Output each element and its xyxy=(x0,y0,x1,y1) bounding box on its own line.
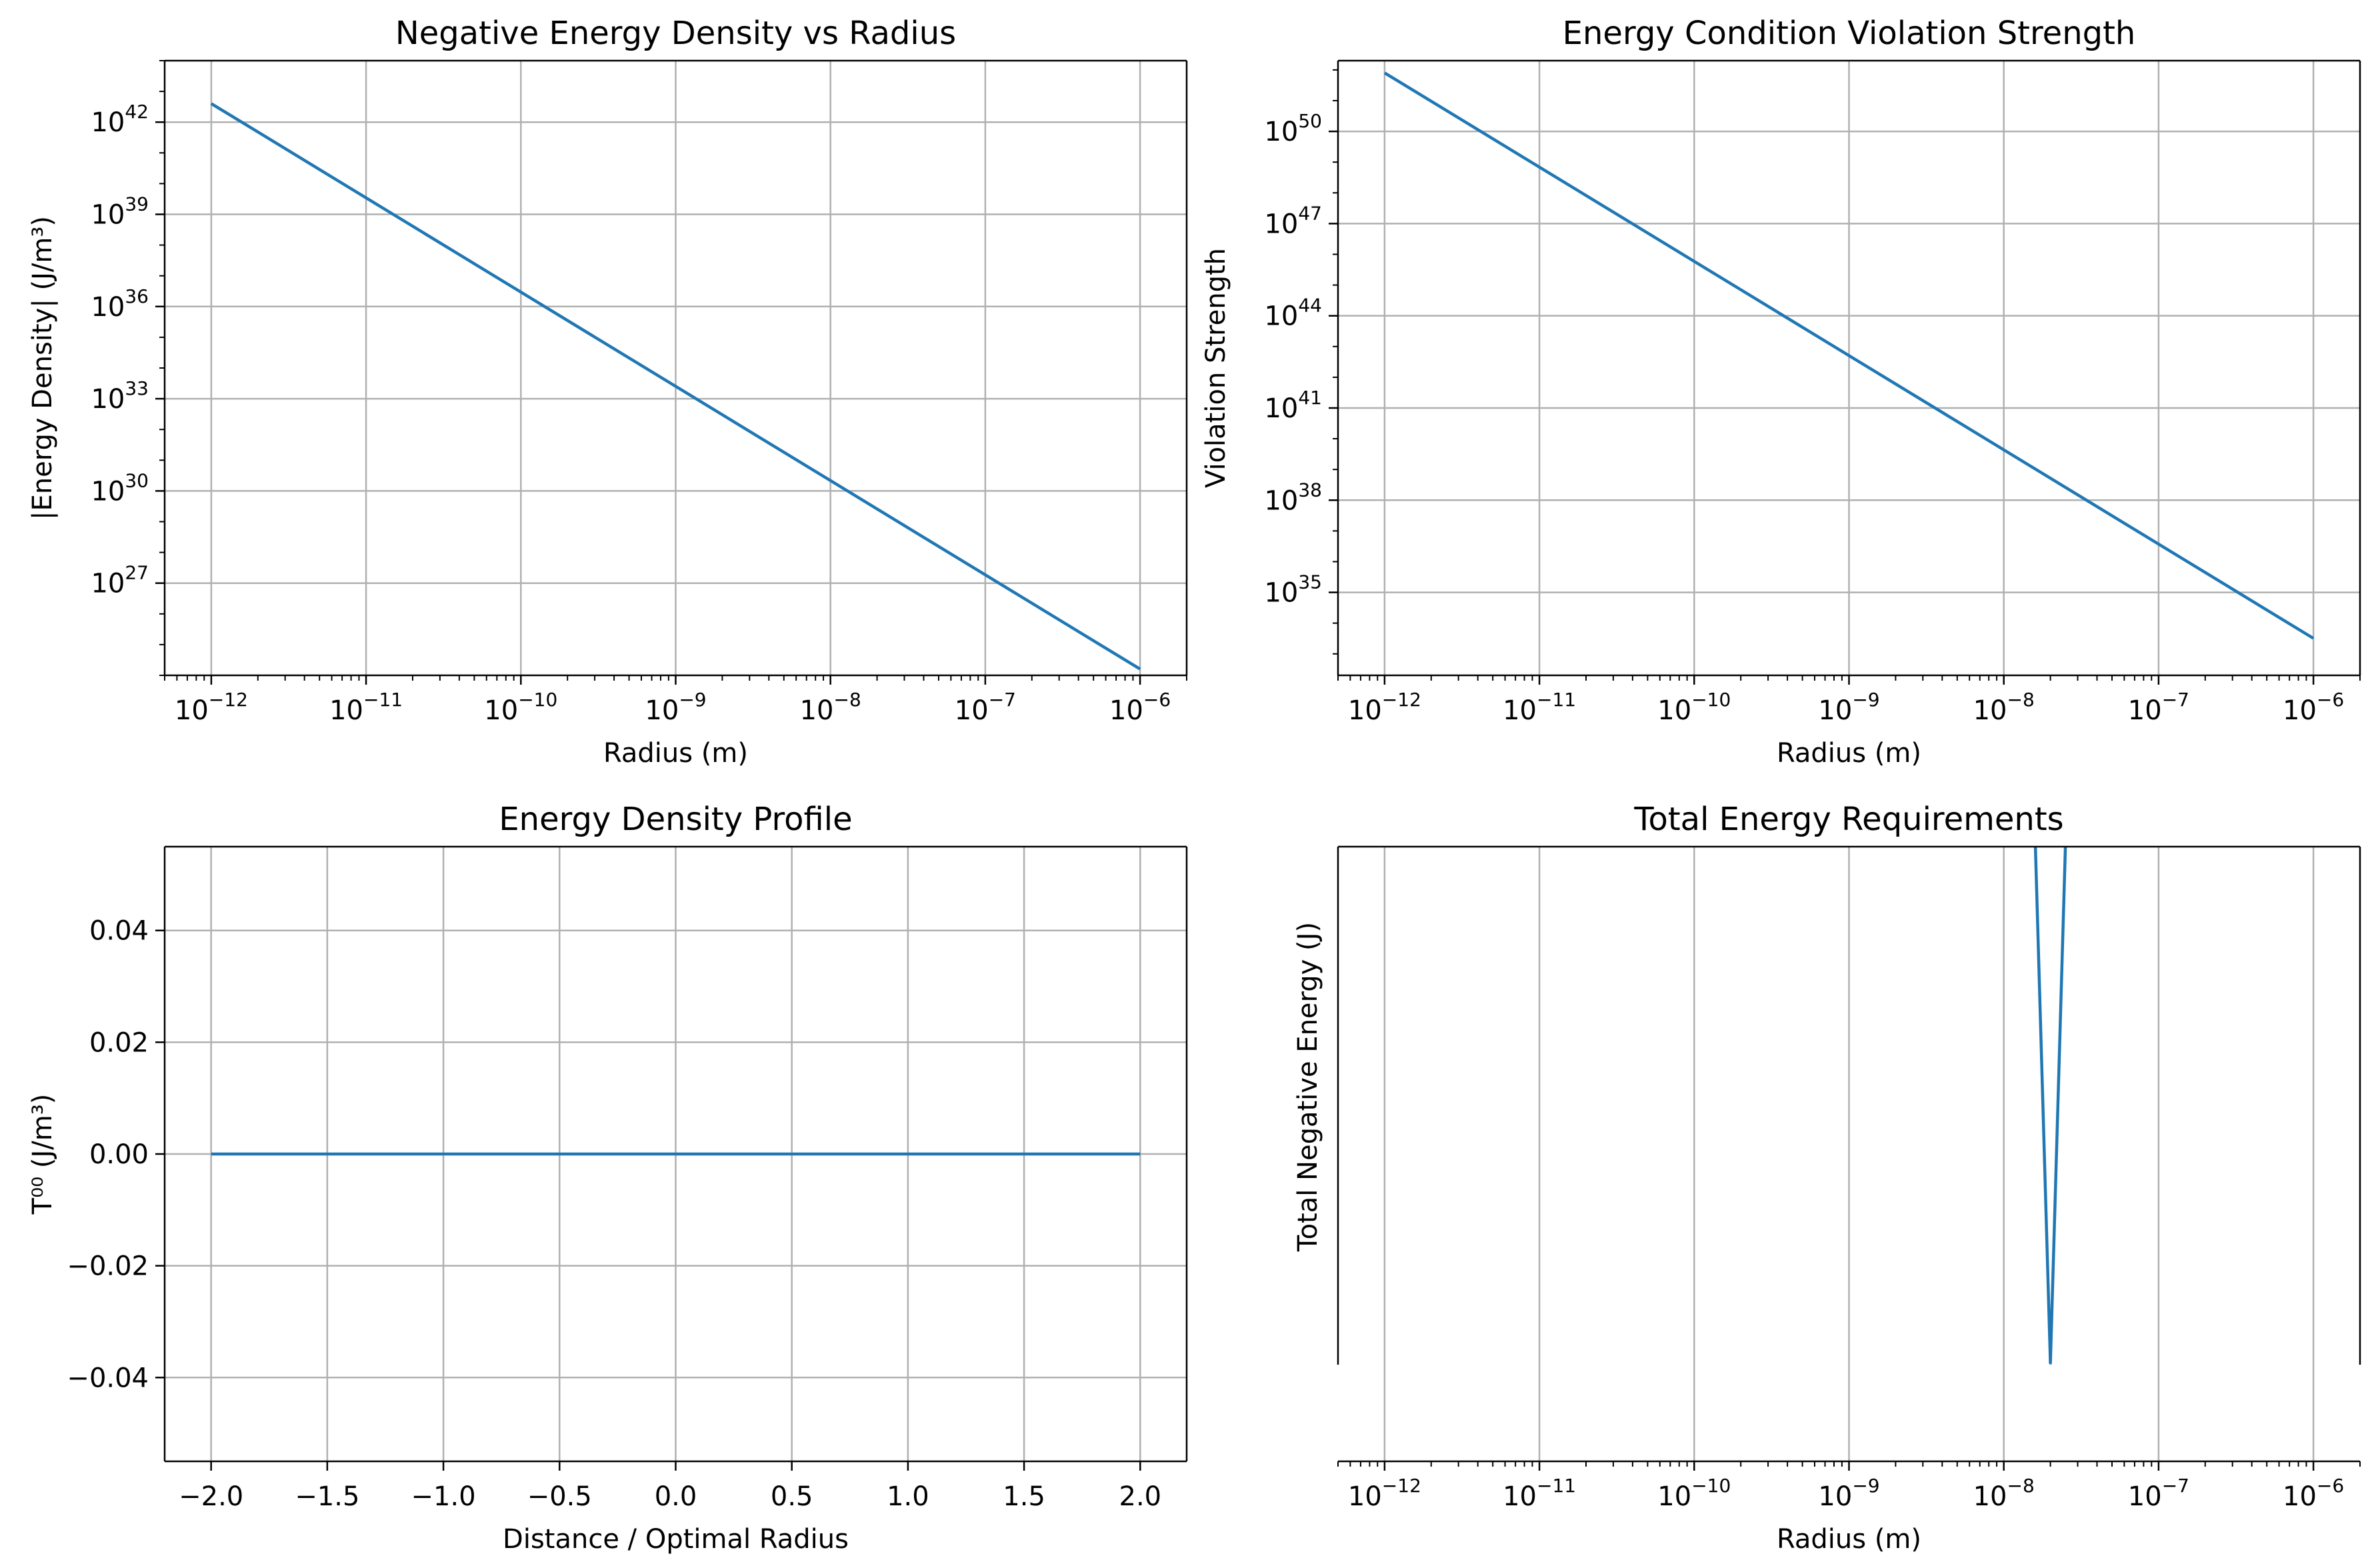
x-tick-label: 10−8 xyxy=(1973,1475,2035,1512)
x-tick-label: 1.5 xyxy=(1003,1481,1045,1512)
x-tick-label: 10−10 xyxy=(1657,689,1731,726)
y-tick-label: 0.00 xyxy=(89,1139,149,1170)
y-tick-label: 1027 xyxy=(91,562,149,599)
subplot-3: −2.0 −1.5 −1.0 −0.5 0.0 0.5 1.0 1.5 2.0 −0.04 −0.0… xyxy=(27,801,1188,1555)
y-tick-label: 1036 xyxy=(91,285,149,323)
x-tick-label: 10−8 xyxy=(1973,689,2035,726)
y-axis-label: Violation Strength xyxy=(1201,248,1231,488)
y-axis-label: Total Negative Energy (J) xyxy=(1293,922,1323,1252)
x-tick-label: 10−10 xyxy=(1657,1475,1731,1512)
x-tick-label: 10−6 xyxy=(2283,1475,2344,1512)
chart-title: Negative Energy Density vs Radius xyxy=(395,15,956,52)
x-tick-label: 10−9 xyxy=(1818,689,1879,726)
y-tick-label: 1035 xyxy=(1264,571,1322,609)
x-tick-label: 10−6 xyxy=(1109,689,1171,726)
x-tick-label: −2.0 xyxy=(179,1481,243,1512)
y-tick-label: 1033 xyxy=(91,377,149,415)
x-tick-label: 10−11 xyxy=(1503,689,1576,726)
x-tick-label: 10−11 xyxy=(1503,1475,1576,1512)
y-axis-label: T⁰⁰ (J/m³) xyxy=(27,1094,58,1215)
y-axis-label: |Energy Density| (J/m³) xyxy=(27,216,58,520)
x-axis-label: Radius (m) xyxy=(1777,738,1921,769)
y-tick-label: −0.02 xyxy=(67,1251,149,1282)
y-tick-label: −0.04 xyxy=(67,1363,149,1393)
x-tick-label: 10−7 xyxy=(2128,1475,2189,1512)
x-tick-label: 2.0 xyxy=(1119,1481,1162,1512)
y-tick-label: 1030 xyxy=(91,469,149,507)
y-tick-label: 1047 xyxy=(1264,202,1322,239)
series-line-1 xyxy=(1383,71,2315,640)
chart-title: Energy Density Profile xyxy=(499,801,852,838)
x-tick-label: 10−6 xyxy=(2283,689,2344,726)
chart-title: Energy Condition Violation Strength xyxy=(1563,15,2136,52)
x-tick-label: 10−10 xyxy=(484,689,557,726)
x-tick-label: 10−7 xyxy=(955,689,1016,726)
subplot-2: 10−12 10−11 10−10 10−9 10−8 10−7 10−6 1035 1038 1… xyxy=(1201,15,2361,769)
x-axis-label: Radius (m) xyxy=(1777,1524,1921,1555)
y-tick-label: 0.02 xyxy=(89,1027,149,1058)
subplot-1: 10−12 10−11 10−10 10−9 10−8 10−7 10−6 1027 1030 1… xyxy=(27,15,1188,769)
chart-title: Total Energy Requirements xyxy=(1633,801,2063,838)
series-line-1 xyxy=(210,102,1141,671)
x-axis-label: Distance / Optimal Radius xyxy=(503,1524,849,1555)
x-tick-label: 10−11 xyxy=(329,689,403,726)
y-tick-label: 1039 xyxy=(91,193,149,231)
x-tick-label: 10−9 xyxy=(645,689,706,726)
y-tick-label: 1042 xyxy=(91,101,149,138)
x-tick-label: 10−7 xyxy=(2128,689,2189,726)
x-tick-label: 10−12 xyxy=(1348,689,1421,726)
x-tick-label: −1.5 xyxy=(295,1481,359,1512)
series-line-1 xyxy=(2033,847,2067,1365)
x-tick-label: 10−9 xyxy=(1818,1475,1879,1512)
x-tick-label: 0.5 xyxy=(771,1481,813,1512)
x-tick-label: 1.0 xyxy=(887,1481,929,1512)
x-tick-label: 10−12 xyxy=(1348,1475,1421,1512)
x-tick-label: 10−12 xyxy=(175,689,248,726)
y-tick-label: 1041 xyxy=(1264,387,1322,424)
y-tick-label: 1044 xyxy=(1264,295,1322,332)
x-tick-label: −0.5 xyxy=(527,1481,592,1512)
y-tick-label: 1050 xyxy=(1264,110,1322,147)
x-axis-label: Radius (m) xyxy=(603,738,748,769)
x-tick-label: 10−8 xyxy=(800,689,861,726)
y-tick-label: 0.04 xyxy=(89,916,149,947)
x-tick-label: −1.0 xyxy=(411,1481,476,1512)
y-tick-label: 1038 xyxy=(1264,479,1322,516)
x-tick-label: 0.0 xyxy=(655,1481,697,1512)
subplot-4: 10−12 10−11 10−10 10−9 10−8 10−7 10−6 Total Ene… xyxy=(1293,801,2361,1555)
